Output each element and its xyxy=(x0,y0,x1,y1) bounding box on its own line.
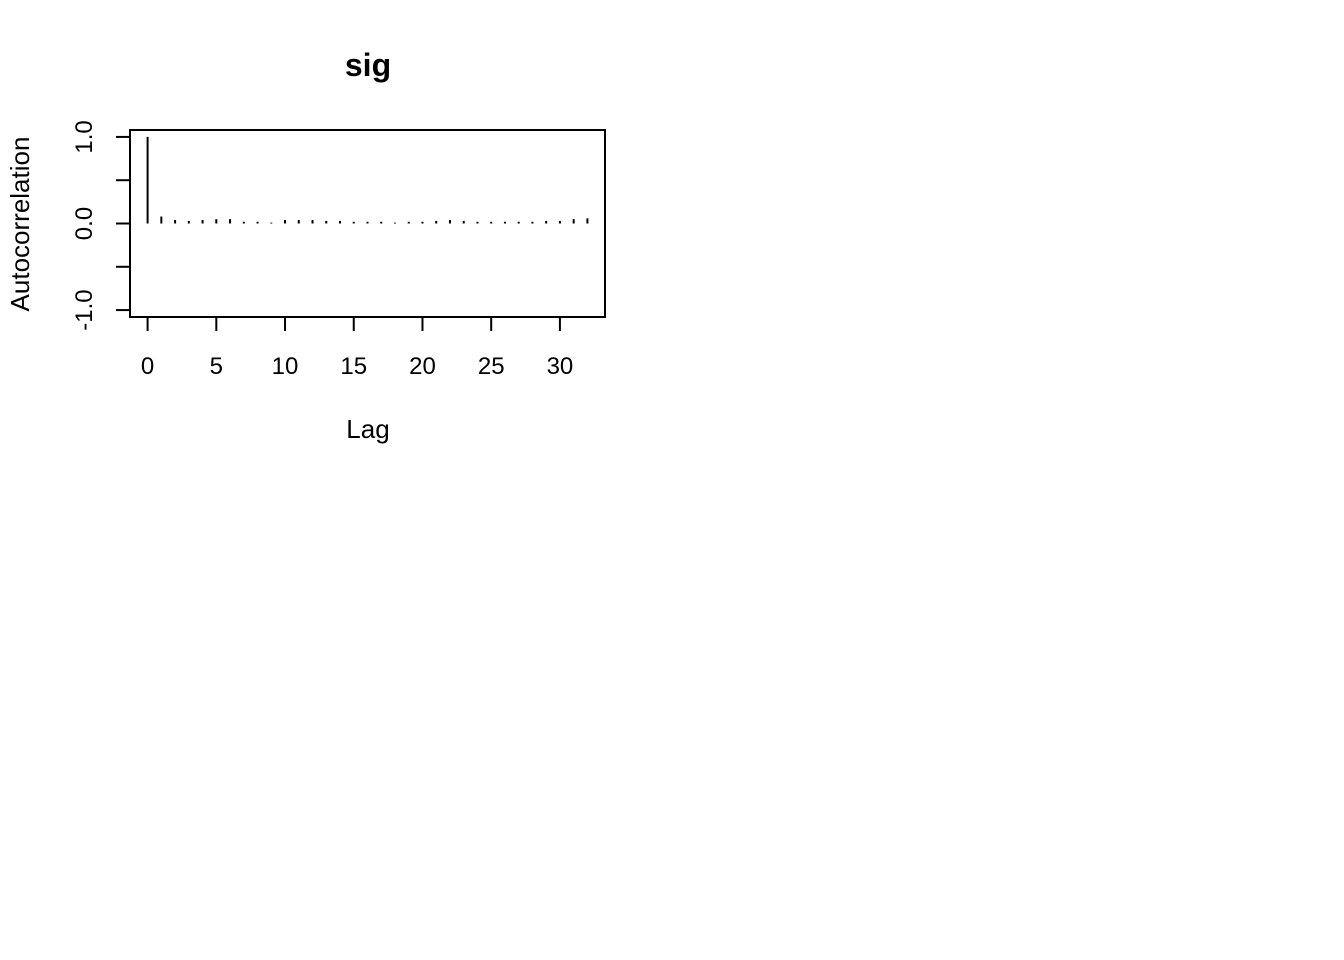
x-tick-label-15: 15 xyxy=(340,353,367,380)
y-tick-label-1.0: 1.0 xyxy=(71,120,98,153)
x-axis-label: Lag xyxy=(346,414,389,444)
chart-title: sig xyxy=(345,47,391,83)
y-tick-label-0.0: 0.0 xyxy=(71,207,98,240)
x-tick-label-0: 0 xyxy=(141,353,154,380)
y-axis-label: Autocorrelation xyxy=(5,137,35,312)
acf-bars xyxy=(146,136,589,224)
x-tick-label-30: 30 xyxy=(547,353,574,380)
x-tick-label-25: 25 xyxy=(478,353,505,380)
y-axis: -1.0 0.0 1.0 xyxy=(71,120,131,331)
x-tick-label-10: 10 xyxy=(272,353,299,380)
x-tick-label-20: 20 xyxy=(409,353,436,380)
y-tick-label--1.0: -1.0 xyxy=(71,289,98,330)
x-tick-label-5: 5 xyxy=(210,353,223,380)
x-axis: 0 5 10 15 20 25 30 xyxy=(141,316,574,380)
